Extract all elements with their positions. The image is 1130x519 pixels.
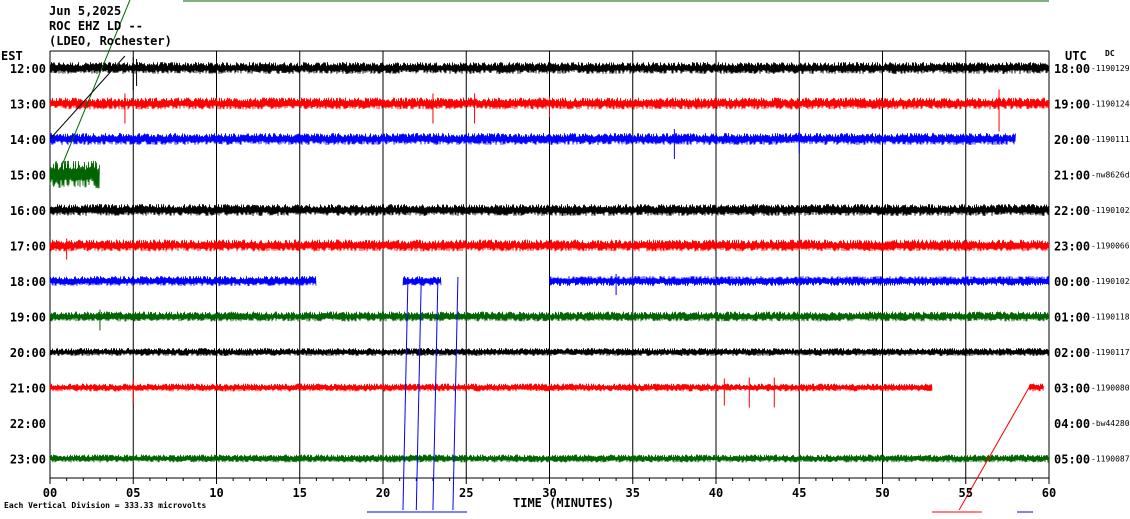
trace-1700-segment: [49, 239, 1050, 252]
x-tick-label: 15: [293, 486, 307, 500]
network-label: (LDEO, Rochester): [49, 34, 172, 48]
trace-1800-segment: [549, 275, 1050, 287]
est-hour-label: 19:00: [10, 311, 46, 325]
est-hour-label: 14:00: [10, 133, 46, 147]
trace-sweep-line: [402, 276, 409, 511]
dc-offset-label: -1190111: [1091, 135, 1130, 144]
utc-hour-label: 01:00: [1054, 311, 1090, 325]
dc-offset-label: -1190087: [1091, 455, 1130, 464]
x-tick-label: 35: [626, 486, 640, 500]
utc-hour-label: 02:00: [1054, 346, 1090, 360]
dc-offset-label: -1190129: [1091, 64, 1130, 73]
trace-2300-segment: [49, 454, 1050, 463]
est-hour-label: 20:00: [10, 346, 46, 360]
trace-sweep-line: [452, 276, 459, 511]
left-timezone-label: EST: [1, 49, 23, 63]
utc-hour-label: 22:00: [1054, 204, 1090, 218]
x-tick-label: 20: [376, 486, 390, 500]
utc-hour-label: 00:00: [1054, 275, 1090, 289]
trace-1600-segment: [49, 203, 1050, 217]
seismic-traces: [49, 0, 1050, 513]
utc-hour-labels: 18:00 19:00 20:00 21:00 22:00 23:00 00:00 01:00…: [1054, 62, 1090, 467]
x-tick-label: 25: [459, 486, 473, 500]
trace-1400-segment: [49, 132, 1016, 146]
dc-offset-label: -1190124: [1091, 100, 1130, 109]
est-hour-label: 13:00: [10, 98, 46, 112]
utc-hour-label: 18:00: [1054, 62, 1090, 76]
dc-offset-labels: -1190129 -1190124 -1190111 -nw8626d -1190102…: [1091, 64, 1130, 464]
x-tick-label: 50: [875, 486, 889, 500]
est-hour-label: 17:00: [10, 240, 46, 254]
x-tick-label: 45: [792, 486, 806, 500]
utc-hour-label: 05:00: [1054, 453, 1090, 467]
x-tick-label: 00: [43, 486, 57, 500]
scale-footnote: Each Vertical Division = 333.33 microvol…: [4, 501, 207, 510]
x-tick-label: 10: [209, 486, 223, 500]
utc-hour-label: 03:00: [1054, 382, 1090, 396]
est-hour-label: 15:00: [10, 169, 46, 183]
est-hour-label: 12:00: [10, 62, 46, 76]
trace-1800-segment: [49, 275, 317, 287]
est-hour-label: 22:00: [10, 417, 46, 431]
x-tick-label: 55: [959, 486, 973, 500]
trace-sweep-line: [958, 387, 1030, 511]
utc-hour-label: 04:00: [1054, 417, 1090, 431]
dc-offset-label: -1190102: [1091, 206, 1130, 215]
utc-hour-label: 20:00: [1054, 133, 1090, 147]
est-hour-label: 21:00: [10, 382, 46, 396]
trace-sweep-line: [432, 276, 439, 511]
dc-offset-label: -1190080: [1091, 384, 1130, 393]
trace-sweep-line: [49, 55, 126, 140]
est-hour-label: 23:00: [10, 453, 46, 467]
trace-2000-segment: [49, 347, 1050, 357]
minute-gridlines: [49, 50, 1050, 484]
right-timezone-label: UTC: [1065, 49, 1087, 63]
x-axis-title: TIME (MINUTES): [513, 496, 615, 510]
x-tick-label: 60: [1042, 486, 1056, 500]
trace-2100-segment: [49, 383, 933, 392]
trace-1800-segment: [402, 276, 442, 286]
x-tick-label: 05: [126, 486, 140, 500]
x-tick-label: 30: [542, 486, 556, 500]
dc-offset-label: -1190117: [1091, 348, 1130, 357]
utc-hour-label: 19:00: [1054, 98, 1090, 112]
trace-sweep-line: [415, 276, 422, 511]
station-label: ROC EHZ LD --: [49, 19, 143, 33]
date-label: Jun 5,2025: [49, 4, 122, 18]
x-tick-label: 40: [709, 486, 723, 500]
dc-offset-label: -1190066: [1091, 242, 1130, 251]
dc-column-label: DC: [1105, 49, 1115, 58]
utc-hour-label: 23:00: [1054, 240, 1090, 254]
x-tick-labels: 00 05 10 15 20 25 30 35 40 45 50 55 60: [43, 486, 1056, 500]
dc-offset-label: -bw44280: [1091, 419, 1130, 428]
trace-1500-segment: [49, 160, 100, 189]
dc-offset-label: -1190118: [1091, 313, 1130, 322]
trace-1900-segment: [49, 311, 1050, 322]
dc-offset-label: -nw8626d: [1091, 171, 1130, 180]
dc-offset-label: -1190102: [1091, 277, 1130, 286]
est-hour-labels: 12:00 13:00 14:00 15:00 16:00 17:00 18:00 19:00…: [10, 62, 46, 467]
utc-hour-label: 21:00: [1054, 169, 1090, 183]
trace-2100-segment: [1028, 383, 1044, 392]
trace-1200-segment: [49, 61, 1050, 75]
est-hour-label: 18:00: [10, 275, 46, 289]
est-hour-label: 16:00: [10, 204, 46, 218]
